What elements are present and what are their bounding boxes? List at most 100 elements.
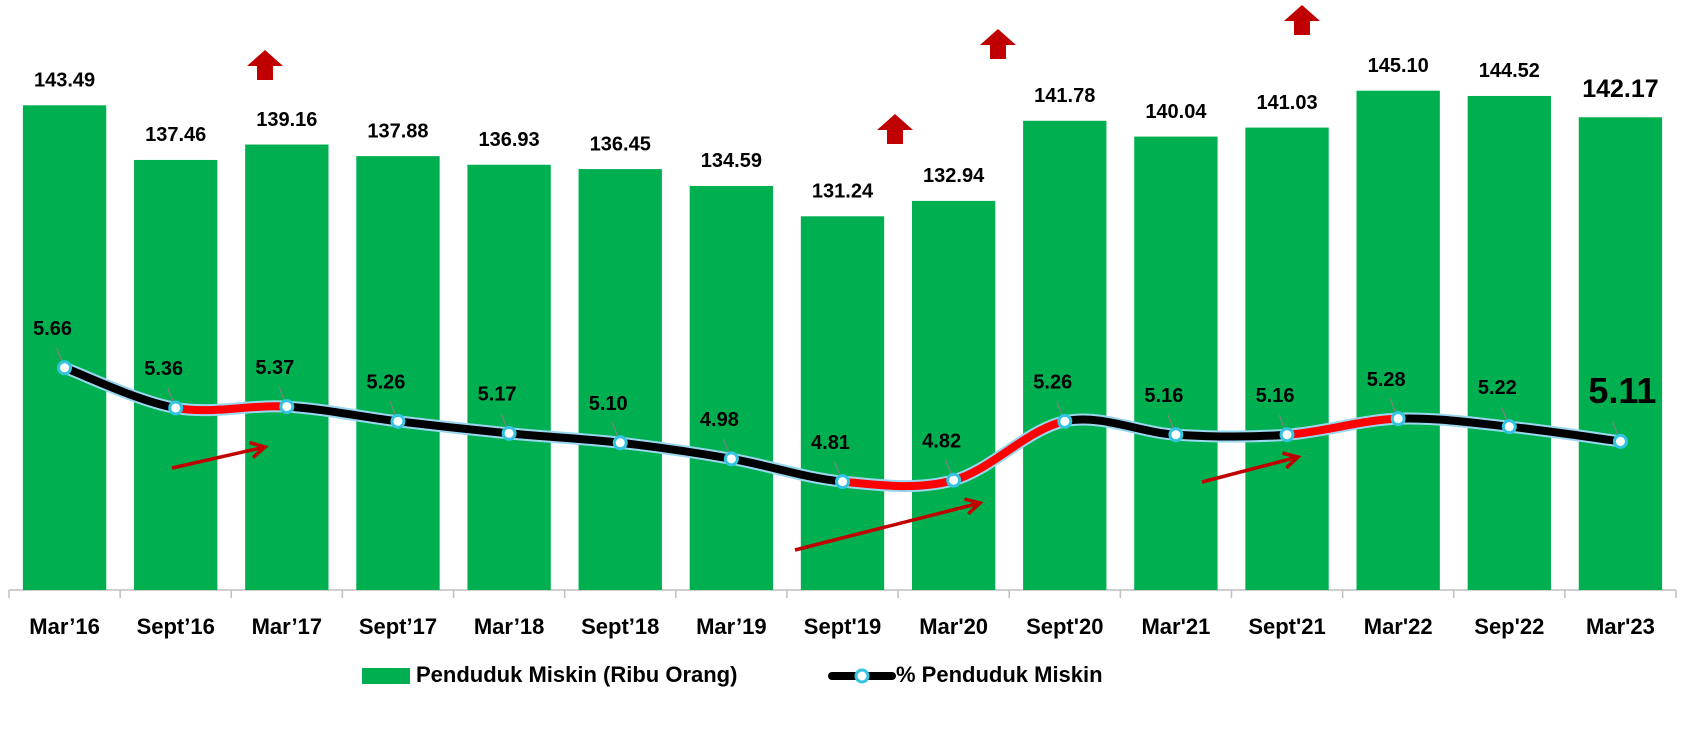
line-value-label: 4.82 (922, 431, 961, 453)
line-marker (501, 425, 517, 441)
bar (1134, 136, 1218, 590)
bar-value-label: 141.78 (1034, 85, 1095, 107)
line-value-label: 5.11 (1588, 370, 1656, 411)
line-segment (1060, 415, 1180, 439)
line-value-label: 5.16 (1256, 385, 1295, 407)
line-segment (171, 402, 291, 415)
decorations (247, 5, 1320, 144)
line-segment (60, 363, 180, 412)
line-value-label: 5.17 (478, 384, 517, 406)
line-value-label: 4.81 (811, 432, 850, 454)
line-segment (727, 454, 847, 486)
bar (1467, 95, 1551, 591)
bar (1578, 117, 1663, 591)
x-tick-label: Sep'22 (1474, 614, 1544, 639)
x-tick-label: Mar’16 (29, 614, 100, 639)
x-tick-label: Sept’18 (581, 614, 659, 639)
bar-value-label: 141.03 (1256, 92, 1317, 114)
bar-value-label: 144.52 (1479, 60, 1540, 82)
line-value-label: 5.16 (1144, 385, 1183, 407)
bar-value-label: 134.59 (701, 150, 762, 172)
x-tick-label: Sept’16 (137, 614, 215, 639)
legend-marker (854, 668, 870, 684)
bar-value-label: 136.45 (590, 133, 651, 155)
line-segment (1394, 414, 1514, 431)
line-marker (946, 472, 962, 488)
bar (578, 169, 662, 590)
line-segment (616, 438, 736, 463)
bar (22, 105, 107, 590)
line-series: 5.66 5.36 5.37 5.26 5.17 5.10 4.98 4.81 4.82 5.26… (33, 318, 1656, 493)
line-marker (168, 400, 184, 416)
line-value-label: 5.10 (589, 393, 628, 415)
up-arrow (247, 50, 283, 80)
bar (1356, 90, 1440, 590)
bar-value-label: 140.04 (1145, 101, 1207, 123)
bar-value-label: 145.10 (1368, 55, 1429, 77)
legend-label: Penduduk Miskin (Ribu Orang) (416, 662, 737, 687)
up-arrow (980, 29, 1016, 59)
bar (689, 185, 774, 591)
line-segment (1283, 414, 1403, 439)
line-value-label: 5.36 (144, 358, 183, 380)
bar (800, 216, 885, 590)
trend-arrow (794, 497, 984, 552)
line-marker (1390, 411, 1406, 427)
line-segment (838, 476, 958, 491)
bar (911, 200, 996, 591)
up-arrow (877, 114, 913, 144)
bar (467, 164, 551, 590)
bar (245, 144, 329, 590)
legend-label: % Penduduk Miskin (896, 662, 1103, 687)
line-segment (949, 417, 1069, 485)
line-marker (612, 435, 628, 451)
line-segment (393, 417, 514, 438)
x-tick-label: Mar’18 (474, 614, 545, 639)
line-value-label: 4.98 (700, 409, 739, 431)
line-marker (279, 399, 295, 415)
x-tick-label: Mar'23 (1586, 614, 1655, 639)
up-arrow (1284, 5, 1320, 35)
line-marker (1057, 413, 1073, 429)
line-marker (1279, 427, 1295, 443)
line-marker (835, 474, 850, 490)
bar-value-label: 143.49 (34, 70, 95, 92)
x-tick-label: Sept'19 (804, 614, 881, 639)
bar-value-label: 137.88 (367, 120, 428, 142)
x-tick-label: Mar’19 (696, 614, 767, 639)
line-marker (390, 413, 406, 429)
line-value-label: 5.26 (366, 372, 405, 394)
bar-value-label: 131.24 (812, 181, 874, 203)
line-marker (57, 360, 73, 376)
line-segment (282, 402, 402, 426)
line-segment (505, 429, 625, 447)
line-value-label: 5.22 (1478, 377, 1517, 399)
line-marker (1501, 419, 1517, 435)
x-tick-label: Mar'21 (1141, 614, 1210, 639)
line-value-label: 5.66 (33, 318, 72, 340)
trend-arrow (1201, 451, 1302, 484)
line-value-label: 5.28 (1367, 369, 1406, 391)
x-tick-label: Sept'20 (1026, 614, 1103, 639)
x-tick-label: Mar'22 (1364, 614, 1433, 639)
bar-value-label: 137.46 (145, 124, 206, 146)
line-segment (1171, 430, 1292, 441)
trend-arrow (171, 440, 269, 470)
line-value-label: 5.26 (1033, 372, 1072, 394)
bar-value-label: 132.94 (923, 165, 985, 187)
bar-value-label: 142.17 (1582, 75, 1658, 103)
bar (1023, 120, 1107, 590)
bar (1245, 127, 1329, 590)
bar (356, 156, 440, 590)
line-marker (1168, 427, 1184, 443)
x-tick-label: Sept'21 (1248, 614, 1325, 639)
x-tick-label: Mar'20 (919, 614, 988, 639)
bar-value-label: 136.93 (479, 129, 540, 151)
legend-swatch (362, 668, 410, 684)
line-marker (723, 451, 739, 467)
bar (134, 159, 218, 590)
x-tick-label: Sept’17 (359, 614, 437, 639)
x-tick-label: Mar’17 (252, 614, 323, 639)
line-value-label: 5.37 (255, 357, 294, 379)
